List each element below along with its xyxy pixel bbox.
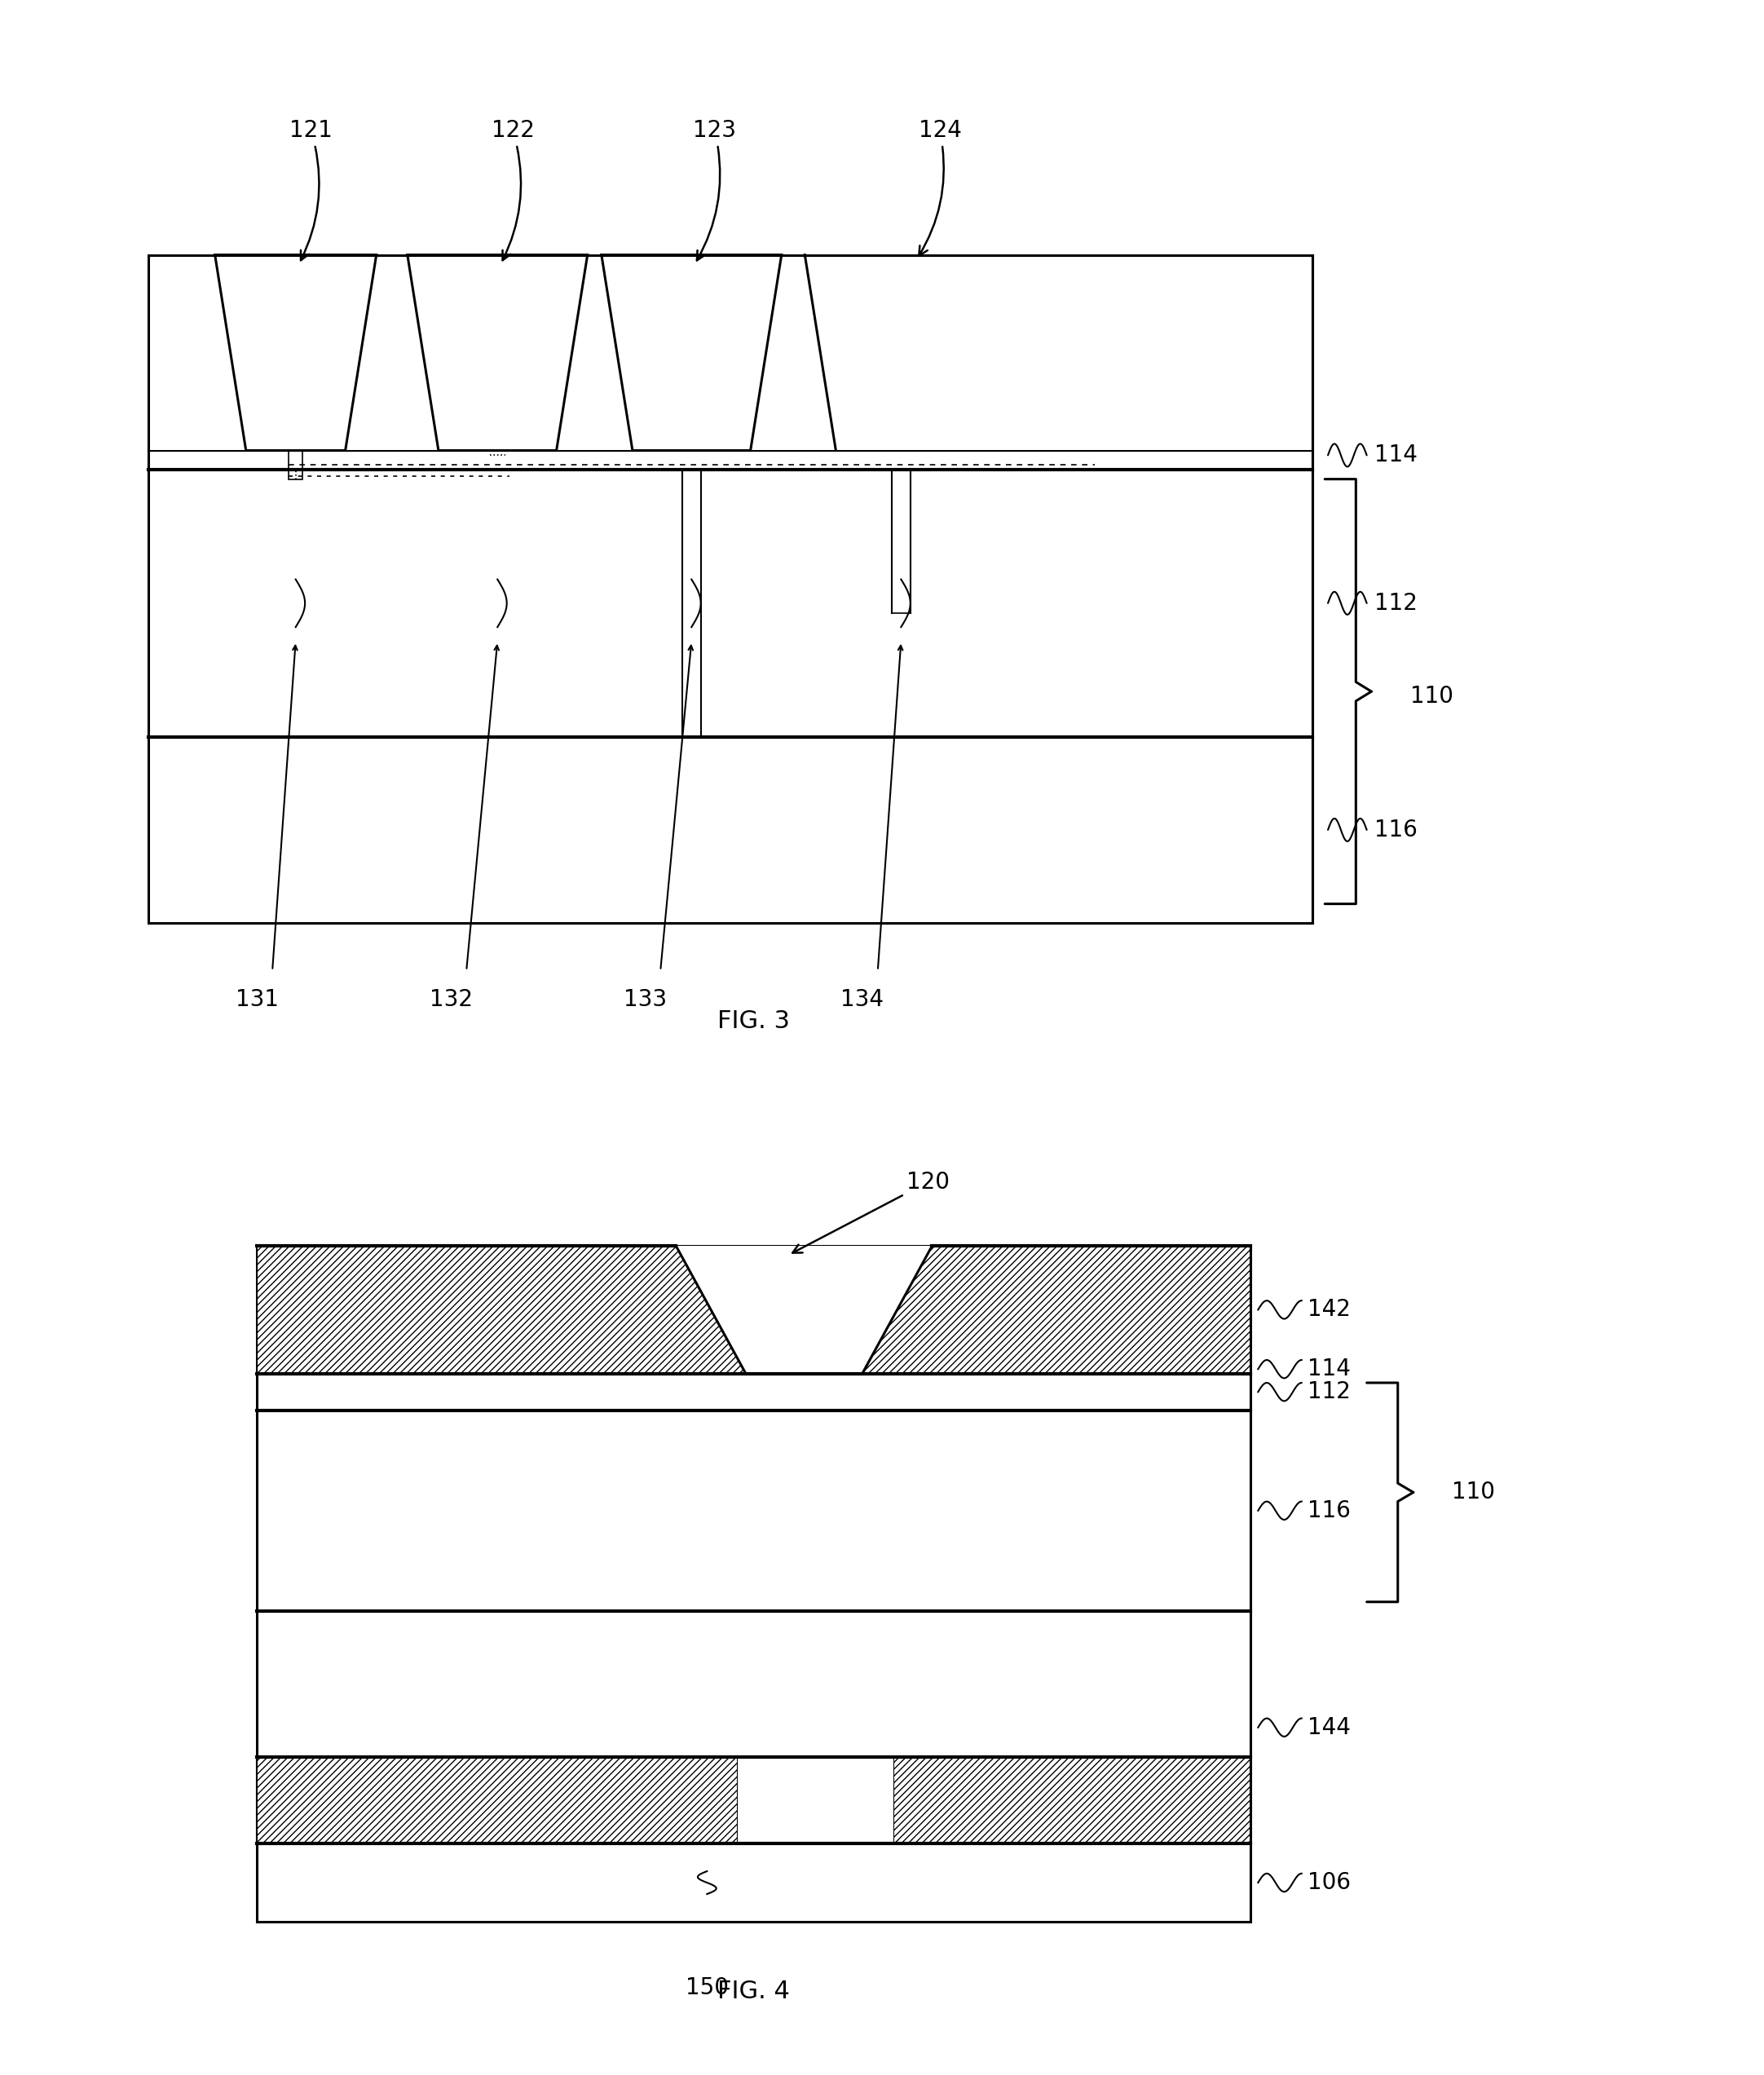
- Bar: [258, 1758, 737, 1845]
- Text: FIG. 3: FIG. 3: [718, 1008, 790, 1033]
- Text: 123: 123: [693, 118, 736, 261]
- Text: 112: 112: [1374, 591, 1418, 614]
- Text: 110: 110: [1452, 1482, 1496, 1504]
- Text: 112: 112: [1307, 1380, 1351, 1403]
- Text: 116: 116: [1374, 818, 1418, 840]
- Text: 120: 120: [792, 1170, 949, 1253]
- Bar: [148, 255, 1312, 923]
- Text: 122: 122: [492, 118, 534, 259]
- Polygon shape: [258, 1245, 746, 1374]
- Polygon shape: [863, 1245, 1251, 1374]
- Text: 132: 132: [429, 988, 473, 1011]
- Bar: [893, 1758, 1251, 1845]
- Text: 133: 133: [623, 988, 667, 1011]
- Bar: [258, 1245, 1251, 1921]
- Text: 106: 106: [1307, 1872, 1351, 1894]
- Text: 150: 150: [686, 1975, 729, 1998]
- Text: 124: 124: [919, 118, 961, 255]
- Text: 114: 114: [1307, 1357, 1351, 1380]
- Text: 116: 116: [1307, 1498, 1351, 1523]
- Text: 142: 142: [1307, 1299, 1351, 1322]
- Text: 121: 121: [289, 118, 333, 259]
- Polygon shape: [676, 1245, 931, 1374]
- Text: FIG. 4: FIG. 4: [718, 1980, 790, 2004]
- Text: 134: 134: [841, 988, 884, 1011]
- Text: 131: 131: [235, 988, 279, 1011]
- Text: 114: 114: [1374, 444, 1418, 467]
- Text: 144: 144: [1307, 1716, 1351, 1739]
- Bar: [289, 450, 303, 479]
- Bar: [737, 1758, 893, 1845]
- Text: 110: 110: [1409, 685, 1454, 708]
